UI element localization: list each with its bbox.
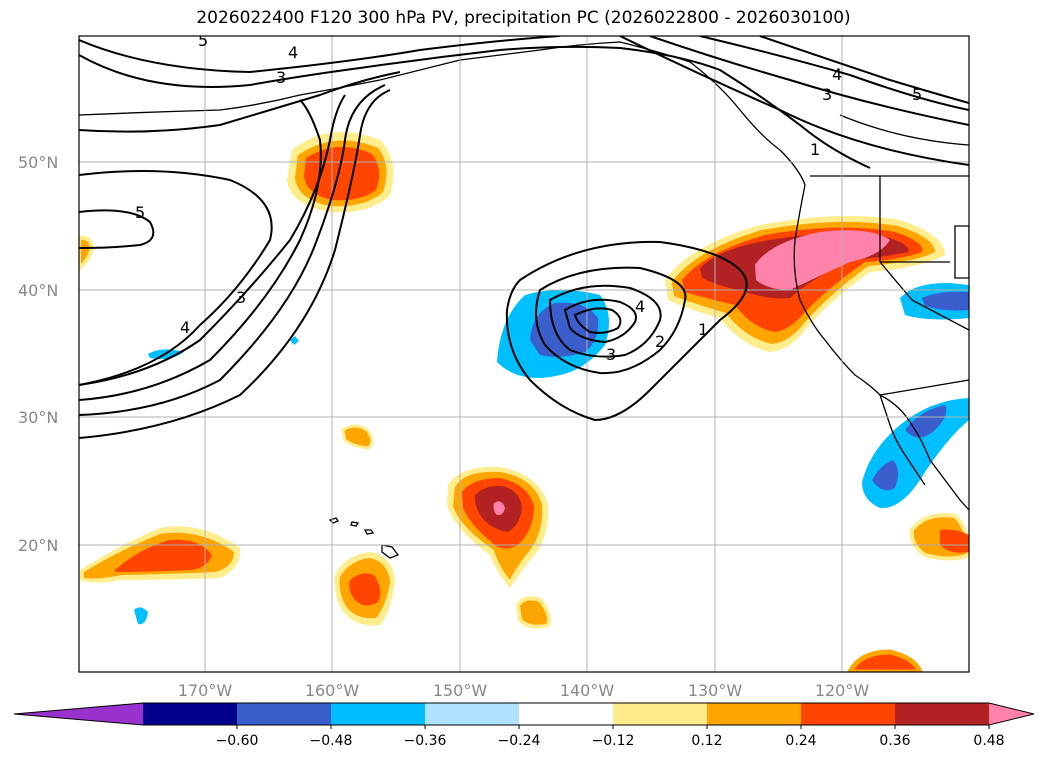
precipitation-positive-areas [79,132,969,672]
x-tick-label: 140°W [560,681,615,700]
border-bc-lines [839,114,969,146]
contour-label: 4 [832,65,842,84]
contour-trough-3 [79,84,386,416]
contour-low-4 [563,298,637,344]
precip-southwest-red [115,539,212,572]
contour-ne-1 [699,36,969,111]
contour-west-4 [79,170,273,386]
colorbar-label: −0.24 [498,733,541,749]
contour-north-1 [79,36,561,74]
contour-label: 5 [135,203,145,222]
colorbar-outline [13,702,1035,726]
precip-baja-red [940,529,969,553]
contour-north-3 [79,71,401,133]
x-axis-labels: 170°W 160°W 150°W 140°W 130°W 120°W [178,681,870,700]
pv-contours [79,36,969,439]
contour-labels: 5 4 3 5 4 3 4 3 1 5 4 3 2 1 [135,31,922,364]
y-tick-label: 30°N [18,408,58,427]
contour-ne-4 [619,36,969,166]
x-tick-label: 120°W [815,681,870,700]
coastline-alaska [79,41,806,186]
colorbar-segment [331,703,426,725]
colorbar-label: 0.48 [973,733,1004,749]
colorbar-segment [707,703,802,725]
colorbar-label: 0.12 [691,733,722,749]
y-tick-label: 20°N [18,536,58,555]
precip-neg-tiny [290,336,299,345]
colorbar-segment [143,703,238,725]
precip-neg-southwest-small [134,607,148,625]
y-axis-labels: 50°N 40°N 30°N 20°N [18,153,58,555]
border-east-box [954,225,969,279]
precip-blob-gulf-red [304,146,380,201]
contour-low-outer [505,240,748,422]
colorbar-segment [895,703,990,725]
gridlines [79,36,969,672]
contour-label: 4 [635,297,645,316]
contour-west-5 [79,209,155,249]
contour-ne-3 [649,36,969,126]
border-mexico [879,379,969,396]
contour-trough-1 [79,94,346,386]
y-tick-label: 40°N [18,281,58,300]
coastlines [79,41,969,511]
contour-trough-2 [79,99,322,401]
precip-neg-central-dark [530,302,599,357]
x-tick-label: 160°W [305,681,360,700]
contour-label: 1 [810,140,820,159]
coastline-west-us [793,184,969,511]
colorbar-segment [425,703,520,725]
coastline-baja [879,394,926,486]
contour-label: 5 [912,85,922,104]
border-state-2 [879,261,969,331]
x-tick-label: 150°W [433,681,488,700]
contour-label: 2 [655,332,665,351]
contour-label: 3 [276,68,286,87]
colorbar-label: −0.48 [310,733,353,749]
border-state-1 [879,176,950,263]
colorbar-label: −0.60 [216,733,259,749]
contour-label: 1 [698,320,708,339]
colorbar-extend-max [989,703,1034,725]
contour-label: 3 [606,345,616,364]
colorbar: −0.60 −0.48 −0.36 −0.24 −0.12 0.12 0.24 0.36 0.4… [13,702,1035,749]
precip-small-south [515,596,551,629]
precip-bottom [847,649,923,672]
map-content: 5 4 3 5 4 3 4 3 1 5 4 3 2 1 [79,31,969,672]
colorbar-segment [519,703,614,725]
contour-low-3 [548,284,662,358]
precip-west-coast-pink [755,230,890,290]
contour-trough-4 [79,89,391,439]
contour-label: 3 [822,85,832,104]
precip-hawaii-pink [493,501,505,516]
island-2 [350,521,360,527]
contour-ne-2 [759,36,969,104]
x-tick-label: 170°W [178,681,233,700]
precip-small-mid [341,424,374,450]
island-3 [363,529,375,535]
y-tick-label: 50°N [18,153,58,172]
precip-islands-red [349,573,381,606]
contour-low-5 [573,307,622,334]
colorbar-label: −0.36 [404,733,447,749]
colorbar-segment [801,703,896,725]
contour-label: 5 [198,31,208,50]
chart-title: 2026022400 F120 300 hPa PV, precipitatio… [196,8,851,28]
map-frame [78,35,970,673]
island-big [381,544,400,559]
colorbar-extend-min [14,703,143,725]
x-tick-label: 130°W [688,681,743,700]
colorbar-label: 0.36 [879,733,910,749]
contour-label: 4 [288,43,298,62]
colorbar-label: 0.24 [785,733,816,749]
contour-label: 4 [180,318,190,337]
contour-low-2 [535,266,687,375]
contour-label: 3 [236,288,246,307]
colorbar-label: −0.12 [592,733,635,749]
colorbar-segment [613,703,708,725]
precip-neg-southeast-dark [872,460,899,491]
precip-neg-east-dark [922,291,969,311]
colorbar-segment [237,703,332,725]
